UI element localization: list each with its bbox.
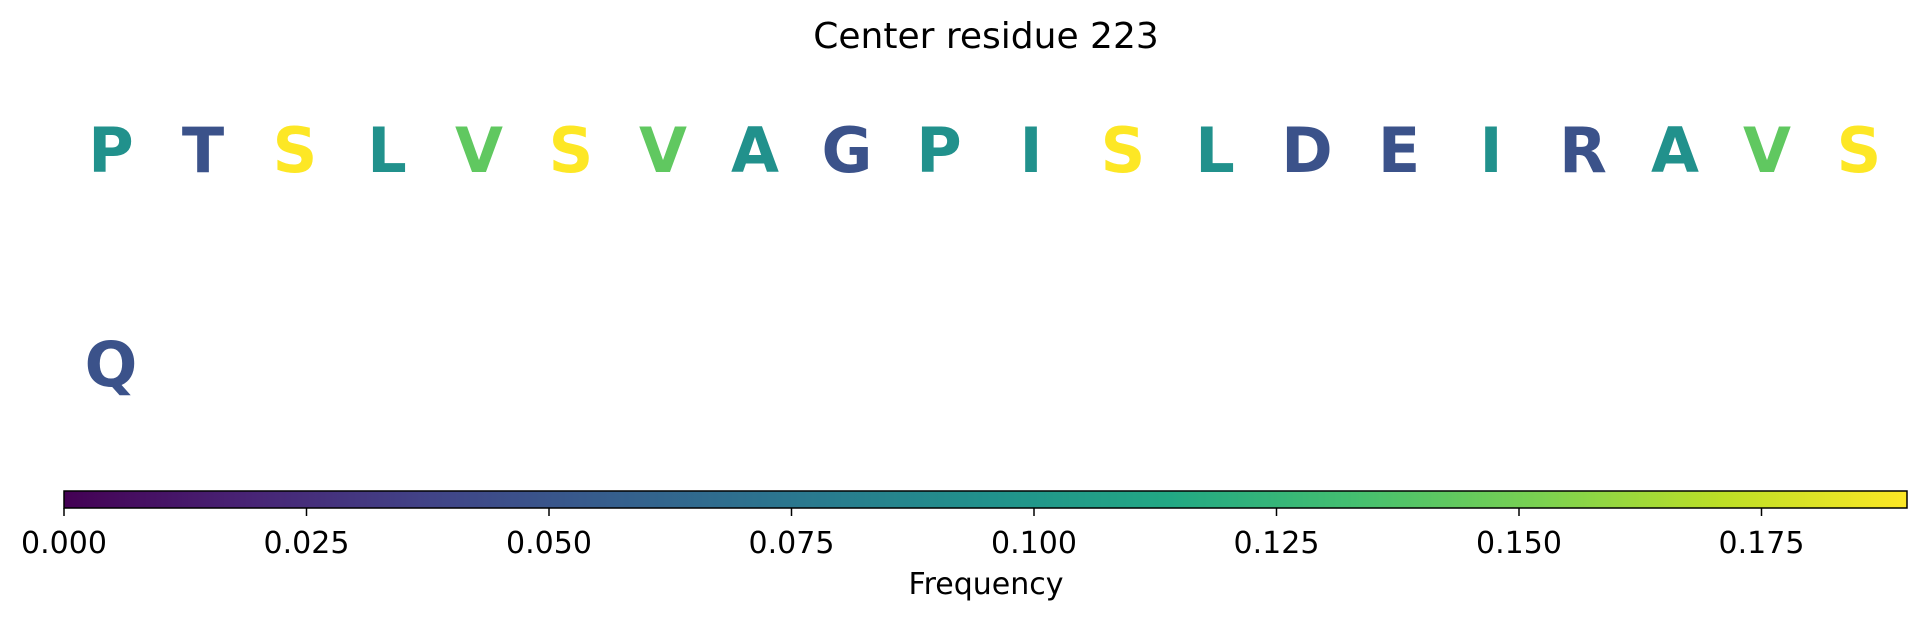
residue-letter: L [1195,114,1235,187]
colorbar-tick-label: 0.175 [1719,526,1805,561]
chart-title: Center residue 223 [813,16,1159,57]
residue-letter: A [1651,114,1699,187]
colorbar-gradient [63,490,1908,509]
colorbar: 0.000 0.025 0.050 0.075 0.100 0.125 0.150 0.175… [21,490,1908,602]
residue-letter: A [731,114,779,187]
colorbar-tick-label: 0.125 [1234,526,1320,561]
residue-letter: S [1837,114,1882,187]
residue-letter: P [88,114,133,187]
colorbar-tick-label: 0.000 [21,526,107,561]
residue-letter: G [822,114,873,187]
residue-letter: Q [85,328,138,401]
colorbar-tick-label: 0.025 [264,526,350,561]
residue-letter: P [916,114,961,187]
residue-letter: I [1019,114,1042,187]
residue-letter: S [1101,114,1146,187]
residue-letter: V [455,114,503,187]
residue-letter: I [1479,114,1502,187]
residue-letter: S [549,114,594,187]
residue-grid: P T S L V S V A G P I S L D E I R A V SQ [85,114,1882,401]
colorbar-tick-label: 0.100 [991,526,1077,561]
colorbar-tick-label: 0.150 [1476,526,1562,561]
residue-letter: D [1281,114,1332,187]
colorbar-tick-label: 0.050 [506,526,592,561]
residue-letter: S [273,114,318,187]
residue-letter: L [367,114,407,187]
residue-letter: E [1378,114,1420,187]
residue-letter: T [182,114,224,187]
residue-letter: V [1743,114,1791,187]
residue-letter: R [1559,114,1607,187]
residue-letter: V [639,114,687,187]
colorbar-tick-label: 0.075 [749,526,835,561]
colorbar-ticks: 0.000 0.025 0.050 0.075 0.100 0.125 0.150 0.175 [21,508,1804,561]
colorbar-label: Frequency [909,567,1064,602]
